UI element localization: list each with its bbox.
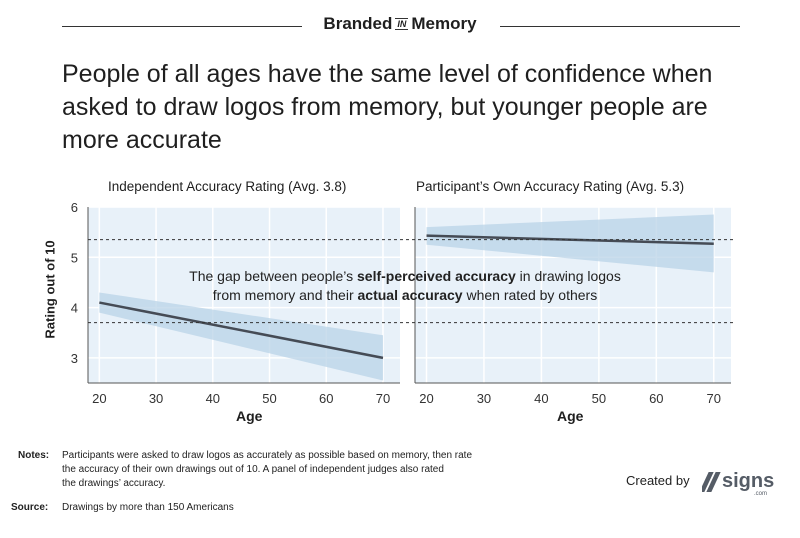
header-rule-left [62,26,302,27]
right-panel-title: Participant’s Own Accuracy Rating (Avg. … [416,179,685,194]
notes-line-2: the accuracy of their own drawings out o… [62,464,444,475]
right-x-axis-title: Age [557,408,584,424]
panel-0-x-tick-20: 20 [92,391,106,406]
panel-1-x-tick-30: 30 [477,391,491,406]
panel-0-trend-line [99,301,384,360]
panel-1-x-tick-70: 70 [707,391,721,406]
signs-logo-icon: signs .com [699,470,774,497]
source-label: Source: [11,502,49,513]
brand-left: Branded [323,14,393,33]
panel-1-x-tick-20: 20 [419,391,433,406]
left-x-axis-title: Age [236,408,263,424]
annotation-l1-post: in drawing logos [515,268,621,284]
brand-in: IN [395,18,409,30]
y-tick-3: 3 [71,351,78,366]
signs-logo[interactable]: signs .com [699,467,782,502]
panel-0-x-tick-70: 70 [376,391,390,406]
annotation-l1-bold: self-perceived accuracy [357,268,516,284]
panel-0-x-tick-60: 60 [319,391,333,406]
y-tick-4: 4 [71,301,78,316]
headline: People of all ages have the same level o… [62,60,713,154]
panel-0-x-tick-50: 50 [262,391,276,406]
notes-label: Notes: [18,450,50,461]
brand-title: Branded IN Memory [0,14,800,34]
panel-1-x-tick-50: 50 [592,391,606,406]
panel-0-confidence-band [99,292,383,381]
logo-sub: .com [754,491,767,497]
logo-text: signs [722,470,774,492]
panel-1-confidence-band [426,214,714,273]
panel-0-x-tick-30: 30 [149,391,163,406]
source-text: Drawings by more than 150 Americans [62,502,234,513]
y-tick-5: 5 [71,250,78,265]
annotation-l2-bold: actual accuracy [357,287,463,303]
annotation-l2-pre: from memory and their [212,287,358,303]
annotation-l2-post: when rated by others [462,287,598,303]
brand-right: Memory [411,14,477,33]
header-rule-right [500,26,740,27]
panel-1-x-tick-40: 40 [534,391,548,406]
notes-line-1: Participants were asked to draw logos as… [62,450,473,461]
y-tick-6: 6 [71,200,78,215]
left-panel-title: Independent Accuracy Rating (Avg. 3.8) [108,179,347,194]
created-by-label: Created by [626,473,690,488]
panel-1-x-tick-60: 60 [649,391,663,406]
gap-annotation: The gap between people’s self-perceived … [160,267,650,305]
annotation-l1-pre: The gap between people’s [189,268,358,284]
notes-line-3: the drawings’ accuracy. [62,478,166,489]
panel-0-x-tick-40: 40 [206,391,220,406]
